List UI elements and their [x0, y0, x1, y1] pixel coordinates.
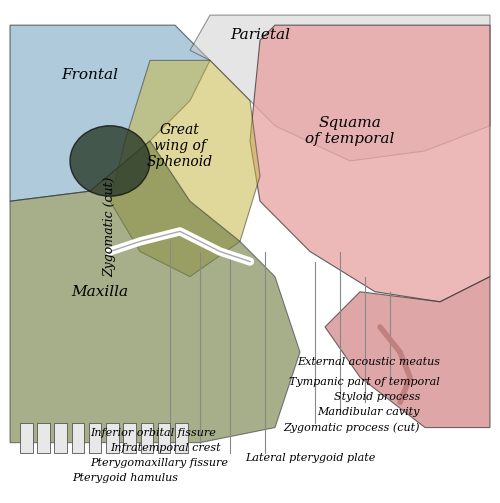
Bar	[106, 423, 118, 453]
Text: Frontal: Frontal	[62, 68, 118, 82]
Text: Great
wing of
Sphenoid: Great wing of Sphenoid	[147, 123, 213, 169]
Text: Maxilla: Maxilla	[72, 285, 128, 299]
Text: Pterygoid hamulus: Pterygoid hamulus	[72, 473, 178, 483]
Text: Tympanic part of temporal: Tympanic part of temporal	[289, 377, 440, 387]
Text: Parietal: Parietal	[230, 28, 290, 42]
Bar	[175, 423, 188, 453]
Text: External acoustic meatus: External acoustic meatus	[297, 357, 440, 367]
Text: Zygomatic process (cut): Zygomatic process (cut)	[284, 423, 420, 433]
Text: Lateral pterygoid plate: Lateral pterygoid plate	[245, 453, 375, 463]
Polygon shape	[10, 141, 300, 443]
Text: Zygomatic (cut): Zygomatic (cut)	[104, 176, 117, 277]
Text: Styloid process: Styloid process	[334, 392, 420, 402]
Text: Pterygomaxillary fissure: Pterygomaxillary fissure	[90, 458, 228, 468]
Bar	[54, 423, 67, 453]
Bar	[89, 423, 102, 453]
Polygon shape	[190, 15, 490, 161]
Text: Inferior orbital fissure: Inferior orbital fissure	[90, 428, 216, 438]
Text: Infratemporal crest: Infratemporal crest	[110, 443, 220, 453]
Bar	[140, 423, 153, 453]
Polygon shape	[110, 60, 260, 277]
Text: Squama
of temporal: Squama of temporal	[306, 116, 394, 146]
Bar	[124, 423, 136, 453]
Bar	[20, 423, 32, 453]
Bar	[158, 423, 170, 453]
Bar	[72, 423, 84, 453]
Ellipse shape	[70, 126, 150, 196]
Polygon shape	[250, 25, 490, 302]
Text: Mandibular cavity: Mandibular cavity	[318, 407, 420, 417]
Polygon shape	[325, 277, 490, 428]
Polygon shape	[10, 25, 210, 201]
Bar	[37, 423, 50, 453]
